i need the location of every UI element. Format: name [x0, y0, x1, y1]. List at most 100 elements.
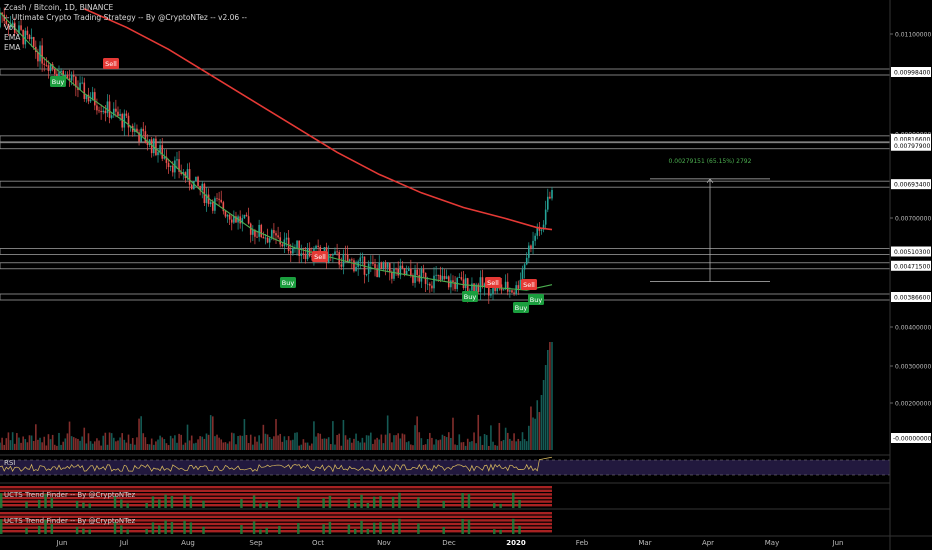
volume-bar — [153, 444, 155, 450]
candle-body — [382, 262, 385, 269]
level-price-box — [891, 133, 931, 144]
trend-bull-mark — [265, 501, 268, 508]
volume-bar — [321, 438, 324, 450]
volume-bar — [388, 433, 391, 450]
candle-body — [7, 24, 10, 28]
volume-bar — [16, 433, 18, 450]
candle-body — [433, 275, 435, 289]
trend-bull-mark — [360, 520, 363, 534]
trend-bull-mark — [44, 493, 47, 508]
trend-finder-label-1[interactable]: UCTS Trend Finder -- By @CryptoNTez — [4, 491, 136, 499]
trend-bull-mark — [189, 522, 193, 534]
rsi-pane-label[interactable]: RSI — [4, 459, 16, 467]
candle-body — [298, 240, 300, 256]
trend-stripe — [0, 496, 552, 500]
candle-body — [393, 268, 395, 279]
volume-bar — [13, 443, 16, 450]
ema-indicator-label-2[interactable]: EMA — [4, 43, 21, 52]
level-band — [0, 293, 891, 301]
volume-bar — [418, 432, 421, 450]
volume-bar — [319, 433, 322, 450]
trend-finder-label-2[interactable]: UCTS Trend Finder -- By @CryptoNTez — [4, 517, 136, 525]
volume-bar — [471, 441, 473, 450]
candle-body — [405, 270, 408, 275]
volume-bar — [155, 441, 157, 450]
candle-body — [412, 275, 414, 283]
candle-body — [275, 233, 277, 236]
ema-slow-line — [83, 8, 553, 231]
signal-badge — [521, 279, 537, 290]
candle-body — [306, 248, 309, 260]
candle-body — [445, 276, 448, 279]
time-axis[interactable]: Jun Jul Aug Sep Oct Nov Dec 2020 Feb Mar Apr May Jun — [0, 535, 932, 547]
candle-body — [83, 82, 86, 99]
trend-bull-mark — [145, 528, 148, 534]
symbol-title[interactable]: Zcash / Bitcoin, 1D, BINANCE — [4, 3, 114, 12]
buy-signal: Buy — [50, 76, 66, 87]
trend-bull-mark — [366, 502, 370, 508]
candle-body — [146, 142, 149, 145]
candle-body — [169, 165, 172, 167]
strategy-indicator-label[interactable]: -- Ultimate Crypto Trading Strategy -- B… — [4, 13, 247, 22]
volume-bar — [509, 438, 511, 450]
measure-tool[interactable]: 0.00279151 (65.15%) 2792 — [650, 158, 770, 282]
vol-indicator-label[interactable]: Vol — [4, 23, 16, 32]
volume-bar — [551, 342, 553, 450]
volume-bar — [233, 433, 235, 450]
buy-signal: Buy — [280, 277, 296, 288]
candle-body — [47, 65, 50, 72]
level-price-box — [891, 260, 931, 271]
candle-body — [348, 259, 351, 262]
candle-body — [119, 114, 121, 116]
volume-bar — [292, 439, 294, 450]
candle-body — [279, 237, 282, 245]
candle-body — [544, 209, 547, 225]
candle-body — [66, 75, 69, 79]
candle-body — [334, 251, 336, 255]
volume-bar — [129, 443, 132, 450]
volume-bar — [81, 436, 83, 450]
level-price-box — [891, 292, 931, 302]
volume-bar — [169, 435, 172, 450]
signal-badge — [103, 58, 119, 69]
candle-body — [285, 237, 288, 240]
trend-bull-mark — [126, 529, 129, 534]
candle-body — [214, 198, 216, 211]
candle-body — [504, 281, 507, 290]
candle-body — [53, 68, 56, 74]
volume-bar — [184, 442, 187, 450]
candle-body — [94, 92, 96, 106]
candle-body — [471, 283, 473, 291]
volume-bar — [30, 435, 33, 450]
candle-body — [190, 184, 193, 190]
candle-body — [247, 216, 250, 224]
candle-body — [372, 262, 374, 264]
candle-body — [391, 272, 393, 279]
trend-stripe — [0, 504, 552, 507]
trend-bull-mark — [183, 520, 186, 534]
volume-bar — [106, 444, 109, 450]
volume-bar — [45, 445, 48, 450]
signal-badge — [528, 294, 544, 305]
volume-bar — [308, 445, 311, 450]
axis-tick-label: 0.00700000 — [895, 216, 931, 223]
volume-zero-label: -0.00000000 — [893, 436, 932, 443]
volume-bar — [260, 443, 263, 450]
candle-body — [28, 35, 31, 39]
candle-body — [167, 162, 170, 167]
volume-bar — [426, 439, 429, 450]
price-axis[interactable]: 0.011000000.009000000.007000000.00400000… — [889, 0, 932, 550]
trend-bull-mark — [145, 502, 148, 508]
candle-body — [546, 196, 549, 210]
ema-indicator-label-1[interactable]: EMA — [4, 33, 21, 42]
volume-bar — [416, 416, 418, 450]
candle-body — [106, 101, 109, 114]
volume-bar — [496, 445, 499, 450]
volume-bar — [532, 417, 534, 450]
volume-bar — [433, 444, 435, 450]
volume-bar — [519, 441, 522, 450]
candle-body — [422, 269, 425, 273]
volume-bar — [43, 436, 46, 450]
volume-bar — [237, 436, 239, 450]
